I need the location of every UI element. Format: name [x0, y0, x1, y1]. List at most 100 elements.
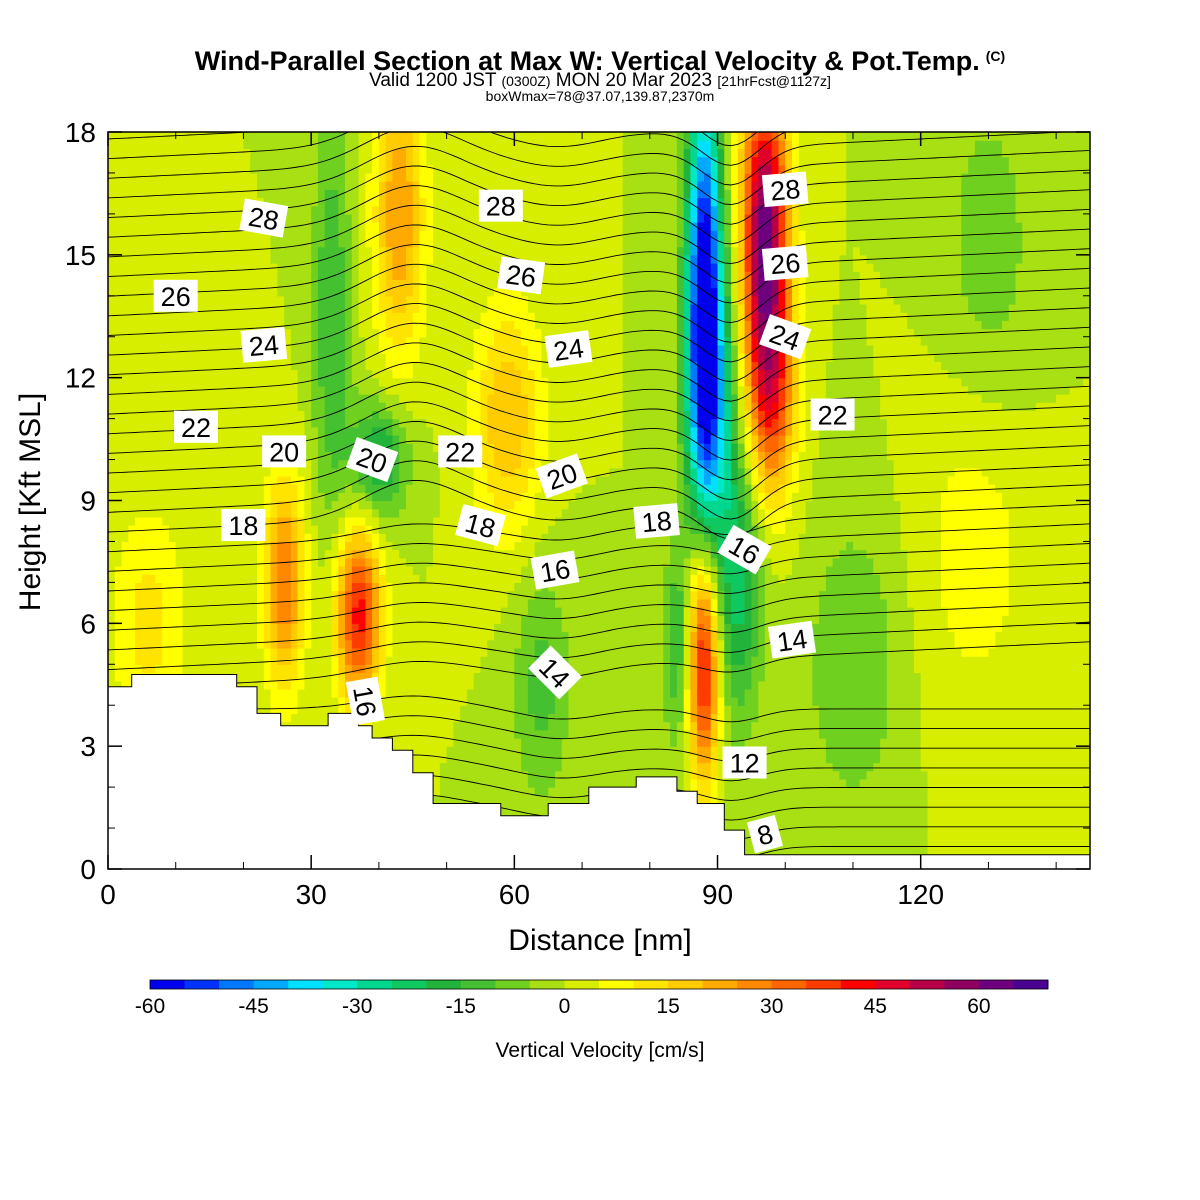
w-cell	[873, 803, 881, 813]
w-cell	[290, 607, 299, 616]
w-cell	[649, 713, 658, 723]
w-cell	[1062, 656, 1071, 665]
w-cell	[155, 656, 163, 665]
w-cell	[466, 631, 475, 641]
w-cell	[812, 844, 820, 854]
w-cell	[974, 729, 983, 739]
w-cell	[968, 811, 976, 821]
w-cell	[378, 598, 387, 608]
w-cell	[317, 631, 326, 641]
w-cell	[412, 672, 421, 682]
w-cell	[907, 795, 915, 805]
w-cell	[1049, 778, 1057, 788]
w-cell	[270, 647, 278, 657]
w-cell	[717, 656, 725, 665]
w-cell	[1035, 729, 1044, 739]
w-cell	[392, 713, 400, 723]
w-cell	[968, 697, 976, 706]
w-cell	[636, 754, 644, 764]
w-cell	[527, 672, 536, 682]
w-cell	[778, 803, 786, 813]
w-cell	[819, 664, 827, 674]
w-cell	[954, 672, 962, 682]
w-cell	[521, 713, 529, 723]
w-cell	[243, 582, 251, 592]
w-cell	[947, 631, 956, 641]
w-cell	[812, 615, 820, 624]
w-cell	[805, 746, 813, 755]
w-cell	[893, 819, 901, 829]
w-cell	[284, 680, 292, 690]
w-cell	[934, 770, 942, 780]
w-cell	[426, 680, 434, 690]
w-cell	[785, 828, 793, 837]
copyright-mark: (C)	[985, 48, 1006, 64]
w-cell	[873, 754, 881, 764]
w-cell	[866, 680, 874, 690]
w-cell	[1069, 738, 1078, 747]
w-cell	[426, 639, 434, 649]
w-cell	[717, 713, 725, 723]
w-cell	[839, 672, 847, 682]
w-cell	[974, 770, 983, 780]
w-cell	[595, 664, 603, 674]
w-cell	[439, 680, 448, 690]
w-cell	[487, 590, 495, 600]
w-cell	[128, 639, 136, 649]
w-cell	[1069, 787, 1078, 796]
w-cell	[500, 721, 509, 731]
w-cell	[643, 647, 651, 657]
w-cell	[866, 795, 874, 805]
w-cell	[832, 738, 840, 747]
w-cell	[670, 721, 678, 731]
w-cell	[494, 615, 502, 624]
w-cell	[778, 811, 786, 821]
w-cell	[873, 590, 881, 600]
w-cell	[588, 754, 597, 764]
w-cell	[169, 590, 177, 600]
w-cell	[1056, 647, 1064, 657]
w-cell	[466, 705, 475, 714]
w-cell	[568, 631, 576, 641]
w-cell	[907, 828, 915, 837]
w-cell	[460, 729, 468, 739]
w-cell	[974, 672, 983, 682]
w-cell	[236, 590, 245, 600]
w-cell	[724, 598, 732, 608]
w-cell	[805, 615, 813, 624]
w-cell	[744, 639, 752, 649]
w-cell	[947, 697, 956, 706]
w-cell	[419, 729, 427, 739]
w-cell	[832, 672, 840, 682]
w-cell	[731, 664, 739, 674]
w-cell	[1042, 746, 1050, 755]
w-cell	[629, 738, 637, 747]
w-cell	[880, 795, 888, 805]
w-cell	[433, 770, 441, 780]
w-cell	[819, 639, 827, 649]
w-cell	[656, 615, 664, 624]
w-cell	[758, 656, 766, 665]
w-cell	[893, 697, 901, 706]
w-cell	[338, 639, 346, 649]
w-cell	[961, 713, 969, 723]
w-cell	[866, 721, 874, 731]
w-cell	[954, 811, 962, 821]
w-cell	[1056, 738, 1064, 747]
w-cell	[934, 762, 942, 772]
w-cell	[622, 770, 631, 780]
w-cell	[527, 623, 536, 633]
w-cell	[974, 746, 983, 755]
w-cell	[588, 672, 597, 682]
w-cell	[1008, 623, 1017, 633]
w-cell	[961, 778, 969, 788]
w-cell	[304, 664, 312, 674]
w-cell	[873, 787, 881, 796]
w-cell	[880, 778, 888, 788]
w-cell	[819, 811, 827, 821]
w-cell	[968, 729, 976, 739]
w-cell	[521, 688, 529, 698]
w-cell	[629, 590, 637, 600]
w-cell	[277, 697, 285, 706]
w-cell	[690, 754, 698, 764]
